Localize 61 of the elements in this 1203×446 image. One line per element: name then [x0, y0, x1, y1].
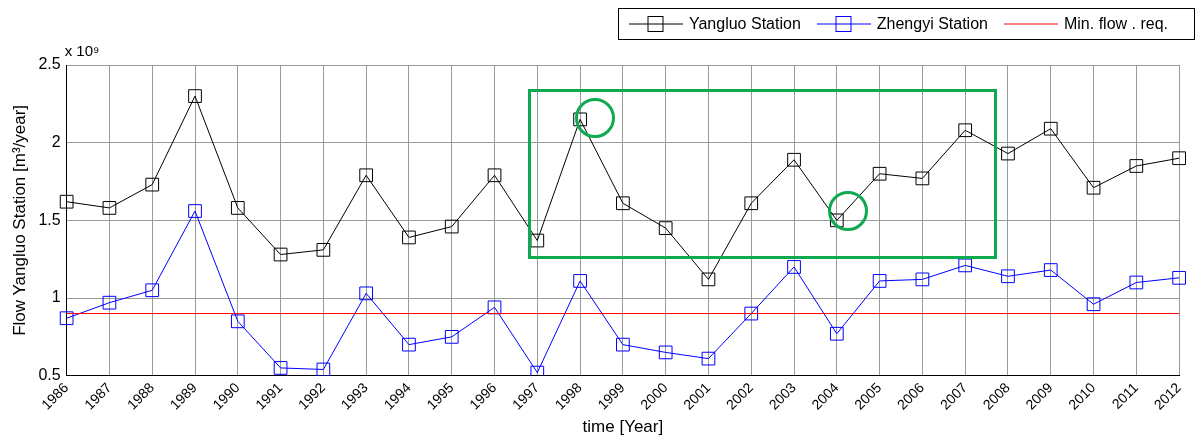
point	[872, 166, 887, 181]
point	[787, 260, 801, 274]
point	[359, 286, 374, 301]
point	[1172, 270, 1186, 285]
point	[188, 204, 202, 218]
point	[616, 337, 630, 352]
point	[145, 177, 160, 192]
point	[744, 306, 759, 321]
point	[701, 351, 716, 366]
point	[1086, 297, 1101, 312]
y-tick-label: 2.5	[38, 55, 61, 73]
point	[273, 361, 288, 375]
y-tick-label: 1.5	[38, 210, 61, 228]
legend-label: Min. flow . req.	[1063, 15, 1168, 33]
point	[915, 272, 930, 287]
point	[316, 243, 331, 257]
point	[102, 201, 117, 215]
point	[145, 283, 160, 298]
point	[787, 152, 801, 167]
point	[701, 272, 716, 287]
x-axis-title: time [Year]	[582, 417, 664, 437]
point	[958, 258, 973, 273]
point	[658, 345, 673, 360]
point	[444, 330, 459, 344]
point	[59, 194, 74, 209]
point	[230, 201, 245, 215]
point	[273, 247, 288, 262]
point	[1129, 159, 1144, 173]
legend-label: Zhengyi Station	[876, 15, 988, 33]
point	[658, 221, 673, 235]
point	[230, 314, 245, 329]
point	[1043, 121, 1058, 136]
point	[958, 123, 973, 138]
point	[573, 274, 587, 288]
point	[444, 219, 459, 234]
point	[402, 337, 416, 352]
point	[530, 233, 545, 248]
point	[1001, 146, 1015, 161]
point	[1043, 263, 1058, 277]
point	[1172, 151, 1186, 166]
point	[744, 196, 759, 211]
y-axis-title: Flow Yangluo Station [m³/year]	[9, 104, 29, 336]
point	[59, 311, 74, 326]
y-tick-label: 1	[51, 288, 61, 306]
point	[188, 89, 202, 103]
point	[616, 196, 630, 211]
point	[359, 168, 374, 183]
text: x 10⁹	[64, 41, 100, 59]
point	[1086, 180, 1101, 195]
y-tick-label: 2	[51, 133, 61, 151]
point	[573, 112, 587, 127]
point	[1001, 269, 1015, 284]
point	[872, 274, 887, 288]
y-tick-label: 0.5	[38, 366, 61, 384]
legend-label: Yangluo Station	[688, 15, 801, 33]
point	[915, 171, 930, 186]
point	[1129, 275, 1144, 290]
point	[402, 230, 416, 245]
point	[829, 326, 844, 341]
point	[102, 295, 117, 310]
point	[487, 168, 502, 183]
